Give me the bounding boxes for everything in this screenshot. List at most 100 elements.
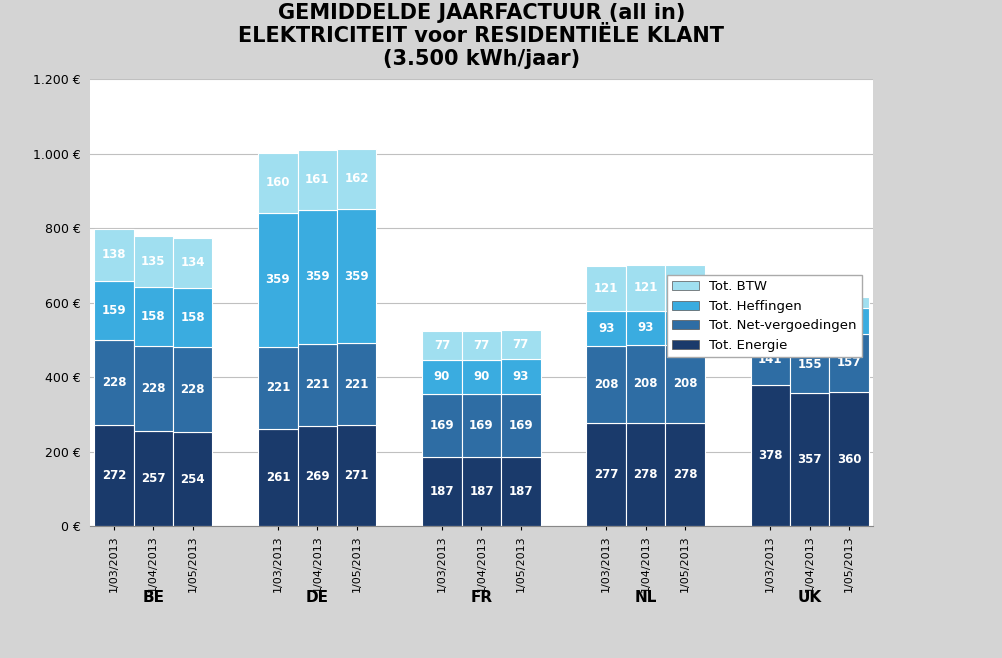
Bar (133, 236, 172, 287)
Legend: Tot. BTW, Tot. Heffingen, Tot. Net-vergoedingen, Tot. Energie: Tot. BTW, Tot. Heffingen, Tot. Net-vergo… (666, 275, 862, 357)
Bar (259, 347, 298, 429)
Bar (625, 265, 664, 311)
Text: 272: 272 (101, 469, 126, 482)
Text: 269: 269 (305, 470, 330, 483)
Text: 277: 277 (593, 468, 617, 481)
Text: 58: 58 (762, 316, 778, 328)
Text: 29: 29 (762, 299, 778, 313)
Text: 257: 257 (141, 472, 165, 485)
Text: 159: 159 (101, 304, 126, 316)
Text: NL: NL (633, 590, 656, 605)
Text: 228: 228 (101, 376, 126, 389)
Text: 278: 278 (672, 468, 696, 481)
Bar (664, 311, 703, 345)
Text: 90: 90 (434, 370, 450, 384)
Text: 228: 228 (180, 383, 204, 395)
Bar (259, 153, 298, 213)
Text: UK: UK (797, 590, 821, 605)
Text: 93: 93 (676, 321, 692, 334)
Bar (94, 281, 133, 340)
Text: 135: 135 (141, 255, 165, 268)
Text: 221: 221 (305, 378, 330, 392)
Text: 77: 77 (512, 338, 528, 351)
Text: 271: 271 (345, 469, 369, 482)
Bar (625, 422, 664, 526)
Bar (664, 345, 703, 422)
Bar (625, 345, 664, 422)
Text: 121: 121 (632, 282, 657, 294)
Text: 155: 155 (797, 358, 821, 371)
Bar (337, 149, 376, 209)
Bar (790, 336, 829, 393)
Bar (94, 425, 133, 526)
Text: 169: 169 (508, 418, 533, 432)
Text: 162: 162 (344, 172, 369, 186)
Text: 93: 93 (597, 322, 613, 335)
Bar (790, 311, 829, 336)
Bar (133, 345, 172, 430)
Bar (829, 334, 868, 392)
Bar (749, 386, 790, 526)
Text: 68: 68 (840, 315, 857, 328)
Text: 208: 208 (672, 378, 696, 390)
Bar (749, 311, 790, 333)
Text: 208: 208 (593, 378, 618, 391)
Bar (586, 345, 625, 423)
Text: 359: 359 (266, 273, 290, 286)
Bar (790, 299, 829, 311)
Text: 360: 360 (836, 453, 861, 466)
Text: 378: 378 (758, 449, 782, 463)
Bar (298, 343, 337, 426)
Bar (790, 393, 829, 526)
Text: 141: 141 (758, 353, 782, 366)
Text: 357: 357 (797, 453, 821, 467)
Text: 359: 359 (344, 270, 369, 282)
Text: 208: 208 (632, 378, 657, 390)
Bar (422, 393, 461, 457)
Bar (586, 311, 625, 345)
Bar (133, 287, 172, 345)
Bar (586, 423, 625, 526)
Bar (337, 425, 376, 526)
Text: 160: 160 (266, 176, 290, 190)
Bar (133, 430, 172, 526)
Bar (172, 238, 212, 288)
Bar (829, 392, 868, 526)
Text: 93: 93 (512, 370, 528, 383)
Bar (501, 330, 540, 359)
Text: BE: BE (142, 590, 164, 605)
Text: 29: 29 (840, 296, 857, 309)
Bar (501, 393, 540, 457)
Text: 261: 261 (266, 471, 290, 484)
Text: 67: 67 (801, 316, 817, 330)
Bar (337, 343, 376, 425)
Bar (586, 266, 625, 311)
Bar (501, 359, 540, 393)
Bar (94, 340, 133, 425)
Text: 228: 228 (141, 382, 165, 395)
Bar (94, 229, 133, 281)
Text: 221: 221 (345, 378, 369, 391)
Text: 254: 254 (180, 472, 204, 486)
Text: 77: 77 (473, 340, 489, 352)
Text: 93: 93 (636, 321, 653, 334)
Text: 158: 158 (180, 311, 204, 324)
Text: 134: 134 (180, 256, 204, 269)
Text: 157: 157 (836, 357, 861, 369)
Title: GEMIDDELDE JAARFACTUUR (all in)
ELEKTRICITEIT voor RESIDENTIËLE KLANT
(3.500 kWh: GEMIDDELDE JAARFACTUUR (all in) ELEKTRIC… (238, 3, 723, 69)
Bar (298, 210, 337, 343)
Bar (461, 360, 501, 393)
Text: 138: 138 (101, 249, 126, 261)
Bar (422, 360, 461, 393)
Bar (422, 457, 461, 526)
Bar (422, 332, 461, 360)
Bar (501, 457, 540, 526)
Text: 187: 187 (469, 485, 493, 498)
Bar (337, 209, 376, 343)
Text: 90: 90 (473, 370, 489, 384)
Text: 158: 158 (141, 310, 165, 322)
Bar (298, 426, 337, 526)
Bar (461, 393, 501, 457)
Bar (172, 288, 212, 347)
Bar (461, 457, 501, 526)
